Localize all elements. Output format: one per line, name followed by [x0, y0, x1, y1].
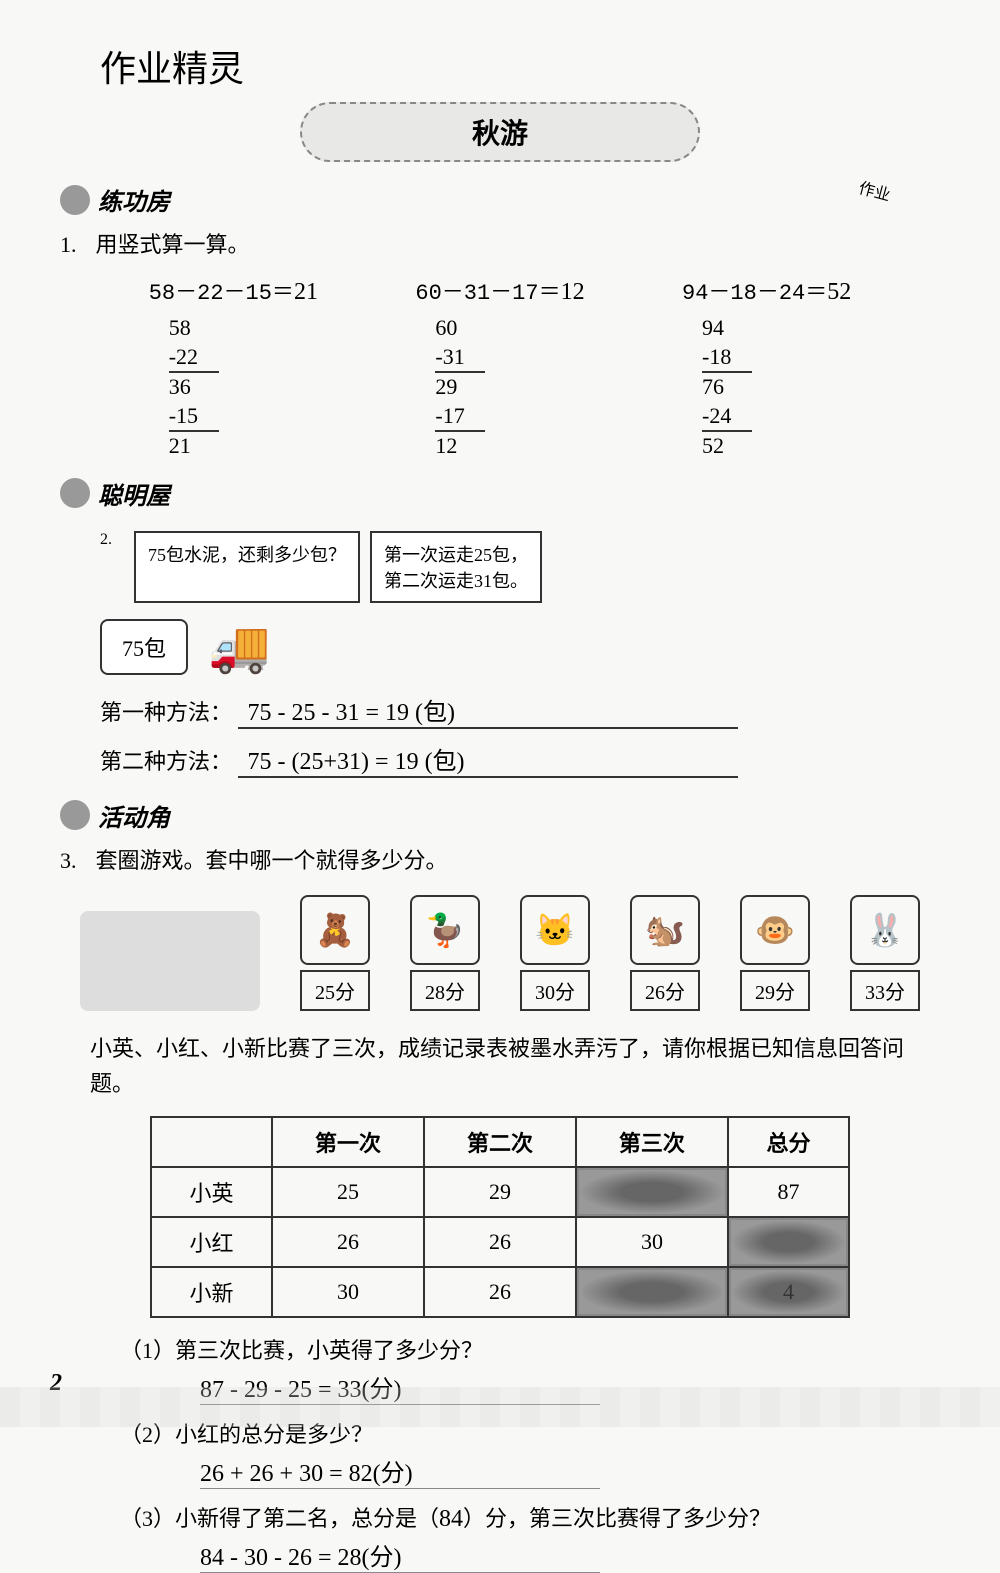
sub-answer-2: 26 + 26 + 30 = 82(分): [200, 1453, 600, 1489]
table-cell: 25: [272, 1167, 424, 1217]
smart-section: 聪明屋: [60, 476, 940, 511]
score-table: 第一次 第二次 第三次 总分 小英 25 29 87 小红 26 26 30 小…: [150, 1116, 850, 1318]
game-item: 🧸 25分: [300, 895, 370, 1011]
bottom-decoration: [0, 1387, 1000, 1427]
workbook-title: 作业精灵: [100, 40, 940, 92]
sub-answer-3: 84 - 30 - 26 = 28(分): [200, 1537, 600, 1573]
table-row: 小红 26 26 30: [151, 1217, 849, 1267]
practice-section: 练功房: [60, 182, 940, 217]
table-row: 小新 30 26 4: [151, 1267, 849, 1317]
score-label: 30分: [520, 970, 590, 1011]
table-row: 小英 25 29 87: [151, 1167, 849, 1217]
method2-answer: 75 - (25+31) = 19 (包): [238, 741, 738, 778]
smudged-cell: 4: [728, 1267, 849, 1317]
game-targets: 🧸 25分 🦆 28分 🐱 30分 🐿️ 26分 🐵 29分 🐰 33分: [80, 895, 920, 1011]
table-header: [151, 1117, 272, 1167]
speech-bubble-2: 第一次运走25包， 第二次运走31包。: [370, 531, 542, 603]
table-cell: 87: [728, 1167, 849, 1217]
section-label: 练功房: [98, 182, 170, 217]
squirrel-icon: 🐿️: [630, 895, 700, 965]
table-header: 第一次: [272, 1117, 424, 1167]
table-cell: 小英: [151, 1167, 272, 1217]
monkey-icon: 🐵: [740, 895, 810, 965]
problem-2: 2. 75包水泥，还剩多少包？ 第一次运走25包， 第二次运走31包。 75包 …: [100, 531, 900, 778]
rabbit-icon: 🐰: [850, 895, 920, 965]
smudged-cell: [576, 1167, 728, 1217]
smudged-cell: [576, 1267, 728, 1317]
activity-section: 活动角: [60, 798, 940, 833]
method1-label: 第一种方法：: [100, 700, 232, 725]
problem-num: 3.: [60, 848, 90, 874]
section-label: 活动角: [98, 798, 170, 833]
calc-row: 58－22－15＝21 58 -22 36 -15 21 60－31－17＝12…: [100, 274, 900, 461]
game-item: 🐵 29分: [740, 895, 810, 1011]
problem-text: 套圈游戏。套中哪一个就得多少分。: [96, 848, 448, 873]
stamp-badge: 作业: [821, 140, 929, 241]
truck-icon: 🚚: [208, 618, 270, 677]
sub-question-1: （1）第三次比赛，小英得了多少分？: [120, 1333, 880, 1365]
table-header: 第二次: [424, 1117, 576, 1167]
method1-answer: 75 - 25 - 31 = 19 (包): [238, 692, 738, 729]
table-cell: 26: [272, 1217, 424, 1267]
duck-icon: 🦆: [410, 895, 480, 965]
smudged-cell: [728, 1217, 849, 1267]
bear-icon: 🧸: [300, 895, 370, 965]
table-header-row: 第一次 第二次 第三次 总分: [151, 1117, 849, 1167]
table-cell: 26: [424, 1217, 576, 1267]
sub-question-3: （3）小新得了第二名，总分是（84）分，第三次比赛得了多少分？: [120, 1501, 880, 1533]
calc-3: 94－18－24＝52 94 -18 76 -24 52: [682, 274, 851, 461]
ant-icon: [60, 478, 90, 508]
table-cell: 30: [272, 1267, 424, 1317]
bee-icon: [60, 800, 90, 830]
snail-icon: [60, 185, 90, 215]
table-header: 第三次: [576, 1117, 728, 1167]
problem-num: 1.: [60, 232, 90, 258]
table-cell: 29: [424, 1167, 576, 1217]
game-item: 🐿️ 26分: [630, 895, 700, 1011]
game-item: 🐰 33分: [850, 895, 920, 1011]
problem-3: 3. 套圈游戏。套中哪一个就得多少分。: [60, 843, 940, 875]
table-cell: 小新: [151, 1267, 272, 1317]
game-item: 🐱 30分: [520, 895, 590, 1011]
pile-label: 75包: [100, 619, 188, 675]
score-label: 33分: [850, 970, 920, 1011]
score-label: 29分: [740, 970, 810, 1011]
problem-paragraph: 小英、小红、小新比赛了三次，成绩记录表被墨水弄污了，请你根据已知信息回答问题。: [90, 1031, 910, 1101]
game-item: 🦆 28分: [410, 895, 480, 1011]
section-label: 聪明屋: [98, 476, 170, 511]
score-label: 26分: [630, 970, 700, 1011]
lesson-title: 秋游: [300, 102, 700, 162]
problem-1: 1. 用竖式算一算。: [60, 227, 940, 259]
calc-1: 58－22－15＝21 58 -22 36 -15 21: [149, 274, 318, 461]
problem-num: 2.: [100, 531, 130, 549]
method2-label: 第二种方法：: [100, 749, 232, 774]
score-label: 28分: [410, 970, 480, 1011]
problem-text: 用竖式算一算。: [96, 232, 250, 257]
table-cell: 26: [424, 1267, 576, 1317]
kids-illustration: [80, 911, 260, 1011]
table-cell: 小红: [151, 1217, 272, 1267]
calc-2: 60－31－17＝12 60 -31 29 -17 12: [415, 274, 584, 461]
speech-bubble-1: 75包水泥，还剩多少包？: [134, 531, 360, 603]
cat-icon: 🐱: [520, 895, 590, 965]
table-cell: 30: [576, 1217, 728, 1267]
score-label: 25分: [300, 970, 370, 1011]
table-header: 总分: [728, 1117, 849, 1167]
